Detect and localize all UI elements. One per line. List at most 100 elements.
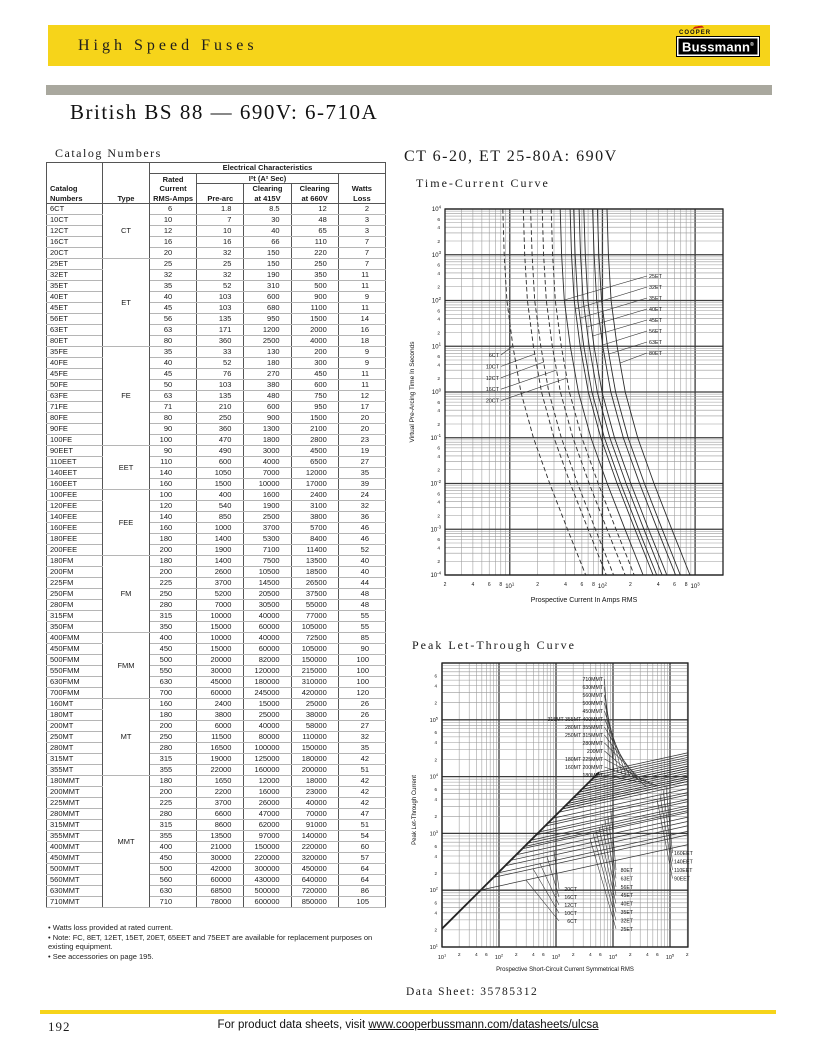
table-row: 35ET 35 52 310 500 11 [46, 280, 387, 292]
svg-text:4: 4 [437, 317, 440, 323]
table-row: 400FMM FMM 400 10000 40000 72500 85 [46, 632, 387, 699]
svg-text:103: 103 [691, 581, 701, 590]
curve-labels: 25ET 32ET 35ET 40ET 45ET 56ET 63ET 80ET 6CT 10CT 1… [486, 274, 663, 405]
table-row: 280MMT 280 6600 47000 70000 47 [46, 808, 387, 820]
catalog-number-cell: 315MMT [46, 819, 103, 831]
svg-text:2: 2 [437, 285, 440, 291]
footnote-line: • Watts loss provided at rated current. [48, 923, 173, 932]
svg-text:2: 2 [437, 513, 440, 519]
type-cell: ET [102, 258, 150, 347]
svg-text:6: 6 [434, 730, 437, 735]
table-row: 10CT 10 7 30 48 3 [46, 214, 387, 226]
svg-text:8: 8 [685, 582, 688, 588]
svg-text:101: 101 [438, 953, 446, 961]
svg-text:104: 104 [609, 953, 618, 961]
svg-text:Prospective Current In Amps RM: Prospective Current In Amps RMS [531, 597, 638, 604]
table-row: 400MMT 400 21000 150000 220000 60 [46, 841, 387, 853]
svg-text:6: 6 [437, 537, 440, 543]
line-45ET [530, 805, 689, 841]
catalog-number-cell: 560MMT [46, 874, 103, 886]
catalog-number-cell: 12CT [46, 225, 103, 237]
catalog-table: Catalog Numbers Type Electrical Characteri… [46, 162, 387, 908]
table-row: 100FE 100 470 1800 2800 23 [46, 434, 387, 446]
catalog-number-cell: 40ET [46, 291, 103, 303]
svg-text:45ET: 45ET [621, 893, 634, 899]
catalog-number-cell: 100FEE [46, 489, 103, 501]
catalog-number-cell: 160FEE [46, 522, 103, 534]
table-row: 35FE FE 35 33 130 200 9 [46, 346, 387, 446]
svg-text:180MMT: 180MMT [583, 773, 604, 779]
svg-text:25ET: 25ET [621, 927, 634, 933]
svg-text:2: 2 [434, 928, 437, 933]
catalog-number-cell: 140EET [46, 467, 103, 479]
catalog-number-cell: 80ET [46, 335, 103, 347]
table-row: 45FE 45 76 270 450 11 [46, 368, 387, 380]
cooper-wordmark: COOPER [679, 25, 760, 36]
table-row: 225MMT 225 3700 26000 40000 42 [46, 797, 387, 809]
catalog-number-cell: 450MMT [46, 852, 103, 864]
svg-text:10-3: 10-3 [430, 525, 441, 534]
line-250MT [573, 772, 689, 799]
svg-text:4: 4 [564, 582, 567, 588]
svg-text:160EET: 160EET [674, 851, 694, 857]
svg-text:8: 8 [592, 582, 595, 588]
svg-text:102: 102 [495, 953, 503, 961]
svg-text:2: 2 [572, 952, 575, 958]
footer-text: For product data sheets, visit www.coope… [217, 1019, 599, 1031]
svg-text:Virtual Pre-Arcing Time In Sec: Virtual Pre-Arcing Time In Seconds [409, 341, 416, 443]
svg-text:4: 4 [472, 582, 475, 588]
line-12CT [497, 830, 689, 874]
svg-text:56ET: 56ET [649, 329, 663, 335]
datasheets-link[interactable]: www.cooperbussmann.com/datasheets/ulcsa [368, 1019, 599, 1031]
curve-63ET [596, 208, 681, 576]
svg-text:4: 4 [437, 271, 440, 277]
catalog-number-cell: 225FM [46, 577, 103, 589]
table-row: 450MMT 450 30000 220000 320000 57 [46, 852, 387, 864]
line-560MMT [593, 756, 689, 779]
svg-text:4: 4 [475, 952, 478, 958]
table-row: 45ET 45 103 680 1100 11 [46, 302, 387, 314]
table-row: 180FEE 180 1400 5300 8400 46 [46, 533, 387, 545]
type-cell: FM [102, 555, 150, 633]
curve-40ET [578, 208, 663, 576]
svg-text:500MMT: 500MMT [583, 701, 604, 707]
catalog-number-cell: 140FEE [46, 511, 103, 523]
svg-text:4: 4 [434, 911, 437, 916]
table-row: 700FMM 700 60000 245000 420000 120 [46, 687, 387, 699]
catalog-number-cell: 280MMT [46, 808, 103, 820]
grid [444, 208, 724, 576]
catalog-number-cell: 45ET [46, 302, 103, 314]
registered-mark: ® [750, 42, 754, 48]
svg-text:Prospective Short-Circuit Curr: Prospective Short-Circuit Current Symmet… [496, 967, 634, 973]
col-header-watts: Watts Loss [337, 172, 387, 204]
svg-text:4: 4 [657, 582, 660, 588]
table-row: 56ET 56 135 950 1500 14 [46, 313, 387, 325]
catalog-section-title: Catalog Numbers [55, 146, 162, 160]
svg-text:6: 6 [599, 952, 602, 958]
svg-text:180MT 225MMT: 180MT 225MMT [565, 757, 604, 763]
peak-let-through-title: Peak Let-Through Curve [412, 638, 576, 652]
svg-text:2: 2 [434, 871, 437, 876]
col-header-catalog: Catalog Numbers [46, 162, 103, 204]
svg-text:6: 6 [437, 400, 440, 406]
svg-text:102: 102 [598, 581, 608, 590]
catalog-number-cell: 90FE [46, 423, 103, 435]
svg-text:2: 2 [629, 952, 632, 958]
divider-bar [46, 85, 772, 95]
table-row: 315MT 315 19000 125000 180000 42 [46, 753, 387, 765]
catalog-number-cell: 110EET [46, 456, 103, 468]
table-row: 120FEE 120 540 1900 3100 32 [46, 500, 387, 512]
svg-text:40ET: 40ET [649, 307, 663, 313]
curves-section-title: CT 6-20, ET 25-80A: 690V [404, 148, 618, 165]
svg-text:101: 101 [505, 581, 515, 590]
svg-text:32ET: 32ET [621, 918, 634, 924]
bussmann-wordmark: Bussmann® [676, 36, 760, 58]
svg-text:450MMT: 450MMT [583, 709, 604, 715]
svg-text:105: 105 [666, 953, 675, 961]
line-32ET [522, 812, 689, 850]
svg-text:12CT: 12CT [486, 376, 500, 382]
svg-text:6: 6 [434, 901, 437, 906]
catalog-number-cell: 500MMT [46, 863, 103, 875]
svg-text:4: 4 [434, 797, 437, 802]
catalog-number-cell: 56ET [46, 313, 103, 325]
